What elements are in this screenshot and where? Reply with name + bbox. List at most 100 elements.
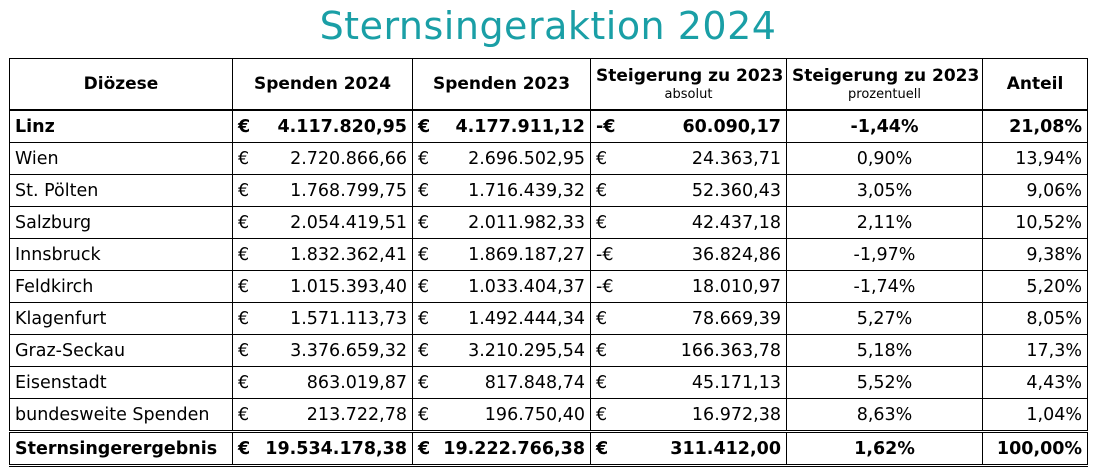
amount: 19.222.766,38 bbox=[443, 438, 585, 459]
amount: 2.720.866,66 bbox=[290, 148, 407, 169]
header-sublabel: absolut bbox=[664, 86, 713, 102]
amount: 311.412,00 bbox=[670, 438, 781, 459]
amount: 24.363,71 bbox=[691, 148, 781, 169]
amount: 3.376.659,32 bbox=[290, 340, 407, 361]
currency-symbol: € bbox=[596, 308, 608, 329]
header-label: Steigerung zu 2023 bbox=[596, 65, 784, 86]
cell-anteil: 10,52% bbox=[982, 206, 1088, 239]
cell-steigerung-absolut: -€ 36.824,86 bbox=[590, 238, 787, 271]
amount: 4.117.820,95 bbox=[277, 116, 407, 137]
donations-table: Diözese Spenden 2024 Spenden 2023 Steige… bbox=[9, 58, 1088, 467]
amount: 42.437,18 bbox=[691, 212, 781, 233]
amount: 863.019,87 bbox=[306, 372, 407, 393]
currency-symbol: -€ bbox=[596, 276, 614, 297]
currency-symbol: € bbox=[238, 372, 250, 393]
amount: 166.363,78 bbox=[680, 340, 781, 361]
cell-steigerung-prozent: 8,63% bbox=[786, 398, 983, 432]
header-spenden-2024: Spenden 2024 bbox=[232, 58, 413, 111]
cell-steigerung-absolut: €42.437,18 bbox=[590, 206, 787, 239]
currency-symbol: € bbox=[596, 340, 608, 361]
amount: 2.054.419,51 bbox=[290, 212, 407, 233]
header-dioezese: Diözese bbox=[9, 58, 233, 111]
cell-anteil: 5,20% bbox=[982, 270, 1088, 303]
cell-spenden-2024: €863.019,87 bbox=[232, 366, 413, 399]
cell-spenden-2023: €3.210.295,54 bbox=[412, 334, 591, 367]
table-row: Graz-Seckau €3.376.659,32 €3.210.295,54 €16… bbox=[9, 334, 1088, 367]
currency-symbol: € bbox=[596, 404, 608, 425]
cell-spenden-2024: €1.832.362,41 bbox=[232, 238, 413, 271]
cell-spenden-2023: €4.177.911,12 bbox=[412, 109, 591, 143]
cell-dioezese: Innsbruck bbox=[9, 238, 233, 271]
table-row: Eisenstadt €863.019,87 €817.848,74 €45.171,… bbox=[9, 366, 1088, 399]
currency-symbol: € bbox=[418, 212, 430, 233]
cell-spenden-2023: €19.222.766,38 bbox=[412, 430, 591, 467]
amount: 18.010,97 bbox=[691, 276, 781, 297]
cell-steigerung-absolut: -€ 18.010,97 bbox=[590, 270, 787, 303]
cell-spenden-2023: €196.750,40 bbox=[412, 398, 591, 432]
cell-steigerung-absolut: €45.171,13 bbox=[590, 366, 787, 399]
cell-spenden-2024: €1.015.393,40 bbox=[232, 270, 413, 303]
amount: 45.171,13 bbox=[691, 372, 781, 393]
currency-symbol: € bbox=[238, 308, 250, 329]
cell-spenden-2023: €1.033.404,37 bbox=[412, 270, 591, 303]
table-row: Wien €2.720.866,66 €2.696.502,95 €24.363,71… bbox=[9, 142, 1088, 175]
cell-steigerung-absolut: -€ 60.090,17 bbox=[590, 109, 787, 143]
cell-steigerung-absolut: €166.363,78 bbox=[590, 334, 787, 367]
cell-steigerung-prozent: 5,52% bbox=[786, 366, 983, 399]
cell-dioezese: Graz-Seckau bbox=[9, 334, 233, 367]
cell-dioezese: bundesweite Spenden bbox=[9, 398, 233, 432]
page-title: Sternsingeraktion 2024 bbox=[319, 4, 777, 48]
header-anteil: Anteil bbox=[982, 58, 1088, 111]
amount: 213.722,78 bbox=[306, 404, 407, 425]
table-row: Klagenfurt €1.571.113,73 €1.492.444,34 €78.… bbox=[9, 302, 1088, 335]
header-steigerung-absolut: Steigerung zu 2023 absolut bbox=[590, 58, 787, 111]
cell-steigerung-prozent: -1,97% bbox=[786, 238, 983, 271]
cell-anteil: 8,05% bbox=[982, 302, 1088, 335]
cell-spenden-2023: €2.011.982,33 bbox=[412, 206, 591, 239]
amount: 817.848,74 bbox=[484, 372, 585, 393]
cell-anteil: 21,08% bbox=[982, 109, 1088, 143]
header-row: Diözese Spenden 2024 Spenden 2023 Steige… bbox=[9, 58, 1088, 111]
currency-symbol: € bbox=[238, 244, 250, 265]
cell-spenden-2024: €19.534.178,38 bbox=[232, 430, 413, 467]
currency-symbol: € bbox=[418, 372, 430, 393]
table-row: Feldkirch €1.015.393,40 €1.033.404,37 -€ 18.… bbox=[9, 270, 1088, 303]
table-row: Linz €4.117.820,95 €4.177.911,12 -€ 60.090,1… bbox=[9, 109, 1088, 143]
table-row: Sternsingerergebnis €19.534.178,38 €19.222… bbox=[9, 430, 1088, 467]
table-row: Innsbruck €1.832.362,41 €1.869.187,27 -€ 36.… bbox=[9, 238, 1088, 271]
currency-symbol: € bbox=[418, 438, 431, 459]
amount: 78.669,39 bbox=[691, 308, 781, 329]
amount: 1.492.444,34 bbox=[468, 308, 585, 329]
table-row: Salzburg €2.054.419,51 €2.011.982,33 €42.43… bbox=[9, 206, 1088, 239]
cell-dioezese: Eisenstadt bbox=[9, 366, 233, 399]
header-steigerung-prozent: Steigerung zu 2023 prozentuell bbox=[786, 58, 983, 111]
cell-steigerung-prozent: 5,27% bbox=[786, 302, 983, 335]
amount: 60.090,17 bbox=[682, 116, 781, 137]
amount: 16.972,38 bbox=[691, 404, 781, 425]
cell-dioezese: Wien bbox=[9, 142, 233, 175]
cell-dioezese: St. Pölten bbox=[9, 174, 233, 207]
amount: 1.869.187,27 bbox=[468, 244, 585, 265]
amount: 1.716.439,32 bbox=[468, 180, 585, 201]
amount: 1.832.362,41 bbox=[290, 244, 407, 265]
cell-spenden-2024: €3.376.659,32 bbox=[232, 334, 413, 367]
cell-spenden-2023: €2.696.502,95 bbox=[412, 142, 591, 175]
cell-steigerung-absolut: €311.412,00 bbox=[590, 430, 787, 467]
cell-spenden-2024: €213.722,78 bbox=[232, 398, 413, 432]
cell-steigerung-prozent: 3,05% bbox=[786, 174, 983, 207]
cell-spenden-2023: €817.848,74 bbox=[412, 366, 591, 399]
amount: 2.696.502,95 bbox=[468, 148, 585, 169]
cell-steigerung-prozent: 0,90% bbox=[786, 142, 983, 175]
cell-anteil: 9,38% bbox=[982, 238, 1088, 271]
cell-spenden-2023: €1.492.444,34 bbox=[412, 302, 591, 335]
currency-symbol: -€ bbox=[596, 244, 614, 265]
amount: 1.033.404,37 bbox=[468, 276, 585, 297]
amount: 3.210.295,54 bbox=[468, 340, 585, 361]
amount: 1.015.393,40 bbox=[290, 276, 407, 297]
cell-anteil: 100,00% bbox=[982, 430, 1088, 467]
currency-symbol: € bbox=[238, 180, 250, 201]
cell-steigerung-absolut: €16.972,38 bbox=[590, 398, 787, 432]
currency-symbol: € bbox=[418, 404, 430, 425]
cell-dioezese: Sternsingerergebnis bbox=[9, 430, 233, 467]
cell-spenden-2024: €1.571.113,73 bbox=[232, 302, 413, 335]
